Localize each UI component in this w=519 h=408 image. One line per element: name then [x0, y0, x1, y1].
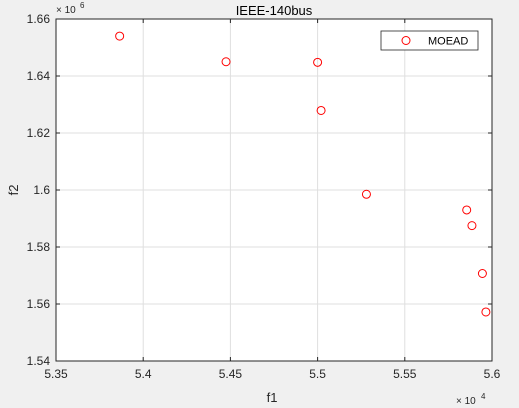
- data-point[interactable]: [477, 269, 487, 279]
- x-tick-label: 5.4: [135, 367, 152, 381]
- y-tick-label: 1.6: [33, 183, 50, 197]
- x-axis-label: f1: [267, 390, 278, 405]
- svg-text:6: 6: [80, 1, 85, 10]
- y-tick-label: 1.58: [27, 240, 51, 254]
- x-tick-label: 5.5: [309, 367, 326, 381]
- legend[interactable]: MOEAD: [380, 30, 479, 51]
- data-point[interactable]: [313, 57, 323, 67]
- svg-text:× 10: × 10: [56, 5, 76, 16]
- x-tick-label: 5.45: [219, 367, 243, 381]
- legend-box: [380, 30, 479, 51]
- data-point[interactable]: [361, 189, 371, 199]
- data-point[interactable]: [221, 57, 231, 67]
- legend-marker: [401, 36, 411, 45]
- data-point[interactable]: [467, 221, 477, 231]
- x-tick-label: 5.35: [44, 367, 68, 381]
- data-points: [115, 31, 491, 317]
- svg-text:4: 4: [481, 392, 486, 401]
- y-tick-label: 1.64: [27, 69, 51, 83]
- x-tick-label: 5.6: [484, 367, 501, 381]
- data-point[interactable]: [462, 205, 472, 215]
- y-tick-label: 1.54: [27, 354, 51, 368]
- y-axis-label: f2: [6, 185, 21, 196]
- chart-title: IEEE-140bus: [236, 3, 313, 18]
- y-axis-exponent: × 10 6: [56, 1, 85, 16]
- svg-text:× 10: × 10: [456, 396, 476, 407]
- y-tick-label: 1.56: [27, 297, 51, 311]
- data-point[interactable]: [115, 31, 125, 41]
- ticks: 5.35 5.4 5.45 5.5 5.55 5.6 1.54 1.56 1.58 1.6 1.62…: [27, 12, 501, 381]
- y-tick-label: 1.62: [27, 126, 51, 140]
- data-point[interactable]: [481, 307, 491, 317]
- legend-label: MOEAD: [428, 36, 468, 48]
- data-point[interactable]: [316, 105, 326, 115]
- y-tick-label: 1.66: [27, 12, 51, 26]
- x-axis-exponent: × 10 4: [456, 392, 486, 407]
- x-tick-label: 5.55: [393, 367, 417, 381]
